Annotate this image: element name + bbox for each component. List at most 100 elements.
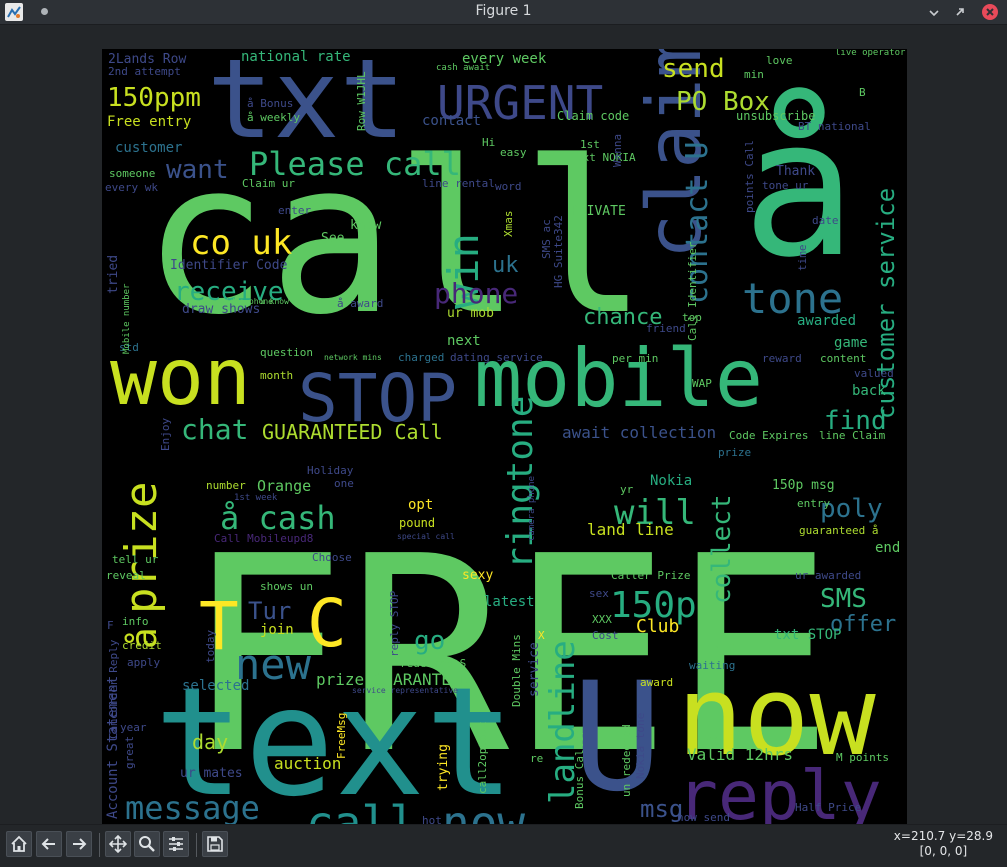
cloud-word: å cash: [220, 499, 336, 537]
toolbar-divider: [99, 833, 100, 857]
cloud-word: apply: [127, 656, 160, 669]
cloud-word: Row W1JHL: [355, 71, 368, 131]
pin-icon[interactable]: [41, 8, 48, 15]
cloud-word: next: [447, 333, 481, 349]
cloud-word: å award: [337, 297, 383, 310]
cloud-word: love: [766, 54, 793, 67]
cloud-word: SMS: [820, 584, 867, 614]
cloud-word: friend: [646, 322, 686, 335]
cloud-word: network mins: [324, 353, 382, 362]
cloud-word: video phone: [220, 297, 273, 306]
cloud-word: one: [334, 477, 354, 490]
cloud-word: Choose: [312, 551, 352, 564]
close-icon: [986, 8, 994, 16]
cloud-word: Nokia: [650, 473, 692, 489]
home-button[interactable]: [6, 831, 32, 857]
back-button[interactable]: [36, 831, 62, 857]
cloud-word: trying: [436, 744, 451, 791]
cloud-word: won: [110, 333, 251, 423]
cursor-coordinates: x=210.7 y=28.9: [893, 829, 993, 843]
arrow-left-icon: [41, 838, 55, 850]
cloud-word: chance: [583, 305, 662, 330]
cloud-word: eg: [707, 733, 720, 746]
cloud-word: txt: [207, 49, 406, 163]
cloud-word: offer: [830, 612, 896, 637]
cloud-word: å: [742, 78, 856, 299]
cloud-word: Code Expires: [729, 429, 808, 442]
cloud-word: å: [124, 627, 165, 649]
cloud-word: game: [834, 335, 868, 351]
cloud-word: B: [859, 86, 866, 99]
cloud-word: ringtone: [500, 396, 541, 569]
cloud-word: special call: [397, 532, 455, 541]
cloud-word: mobile: [474, 332, 763, 425]
maximize-icon: [956, 8, 964, 16]
cloud-word: every week: [462, 51, 547, 67]
cloud-word: reply STOP: [388, 590, 401, 657]
forward-button[interactable]: [66, 831, 92, 857]
minimize-button[interactable]: [926, 4, 942, 20]
cloud-word: now send: [677, 811, 730, 824]
cloud-word: contact U: [680, 141, 715, 304]
zoom-button[interactable]: [134, 831, 160, 857]
save-button[interactable]: [202, 831, 228, 857]
cloud-word: PO Box: [676, 87, 770, 117]
cloud-word: award: [640, 676, 673, 689]
cloud-word: txt NOKIA: [576, 151, 636, 164]
cloud-word: opt: [408, 497, 433, 513]
cloud-word: tell ur: [112, 553, 159, 566]
maximize-button[interactable]: [952, 4, 968, 20]
cloud-word: know: [350, 218, 381, 233]
cloud-word: service: [527, 642, 542, 697]
cloud-word: enter: [278, 204, 311, 217]
cloud-word: entry: [797, 497, 830, 510]
cloud-word: Free entry: [107, 114, 191, 130]
cloud-word: today: [204, 630, 217, 663]
cloud-word: GUARANTEED Call: [262, 420, 443, 444]
cloud-word: Account Statement: [105, 676, 121, 819]
close-button[interactable]: [982, 4, 998, 20]
cloud-word: day: [192, 730, 228, 754]
cloud-word: Please call: [249, 145, 461, 183]
cloud-word: F: [107, 619, 114, 632]
cloud-word: ur mob: [447, 306, 494, 321]
cloud-word: ur mates: [180, 766, 243, 781]
configure-subplots-button[interactable]: [163, 831, 189, 857]
cloud-word: tone ur: [762, 179, 809, 192]
home-icon: [11, 835, 27, 852]
cloud-word: Tur: [248, 597, 291, 625]
cloud-word: 1st: [580, 138, 600, 151]
cloud-word: Claim ur: [242, 177, 295, 190]
cloud-word: prize GUARANTEED: [316, 670, 470, 689]
cloud-word: Hi: [482, 136, 495, 149]
cloud-word: Bonus Caller: [573, 729, 586, 809]
cloud-word: will: [614, 493, 696, 533]
cloud-word: tried: [106, 255, 121, 294]
cloud-word: date: [812, 214, 839, 227]
cloud-word: uk: [492, 253, 519, 278]
cloud-word: charged: [398, 351, 444, 364]
cloud-word: message: [125, 789, 260, 827]
cursor-pixel-value: [0, 0, 0]: [919, 844, 968, 858]
cloud-word: X: [538, 629, 545, 642]
app-icon: [5, 3, 23, 21]
pan-button[interactable]: [105, 831, 131, 857]
cloud-word: sex: [589, 587, 609, 600]
cloud-word: contact: [422, 113, 481, 129]
cloud-word: draw shows: [182, 302, 260, 317]
cloud-word: tone: [742, 274, 843, 323]
cloud-word: co uk: [190, 223, 292, 263]
cloud-word: poly: [820, 494, 883, 524]
cloud-word: Valid 12hrs: [687, 745, 793, 764]
toolbar-divider: [196, 833, 197, 857]
cloud-word: URGENT: [437, 76, 603, 130]
cloud-word: back: [852, 383, 886, 399]
cloud-word: hot: [422, 814, 442, 827]
cloud-word: msg: [640, 795, 683, 823]
cloud-word: Double Mins: [510, 634, 523, 707]
navigation-toolbar: x=210.7 y=28.9 [0, 0, 0]: [0, 824, 1007, 867]
cloud-word: min: [744, 68, 764, 81]
